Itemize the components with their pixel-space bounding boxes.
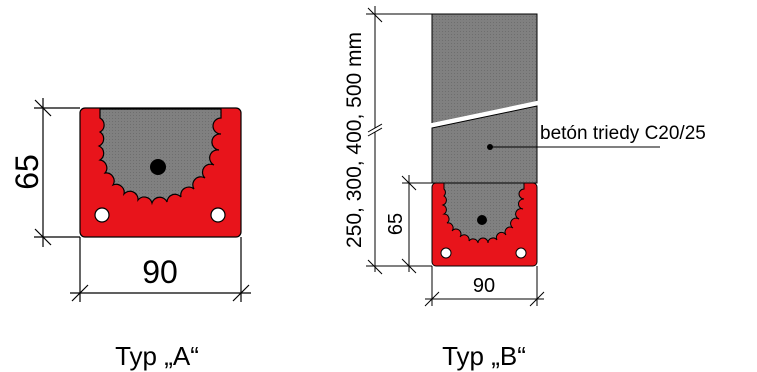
type-b-break-line (424, 99, 545, 128)
type-b-width-label: 90 (473, 275, 495, 297)
type-b-width-dimension (424, 266, 545, 307)
type-a-right-hole (210, 207, 226, 223)
type-b-total-height-dimension (366, 6, 432, 275)
type-b-concrete-label: betón triedy C20/25 (540, 123, 706, 144)
type-a-caption: Typ „A“ (115, 341, 199, 371)
type-a-width-label: 90 (142, 254, 178, 290)
type-a-width-dimension (70, 237, 251, 302)
type-a-drawing: 65 90 Typ „A“ (9, 98, 251, 371)
type-a-center-rebar (150, 159, 166, 175)
type-b-height-dimension (401, 175, 432, 274)
type-b-drawing: 250, 300, 400, 500 mm 65 90 betón triedy… (343, 6, 706, 371)
type-b-center-rebar (477, 215, 487, 225)
type-a-concrete-core (97, 108, 222, 206)
type-b-concrete-core (441, 182, 525, 244)
type-b-total-height-label: 250, 300, 400, 500 mm (343, 32, 366, 248)
type-b-caption: Typ „B“ (442, 341, 526, 371)
type-a-left-hole (94, 207, 110, 223)
type-b-right-hole (515, 247, 527, 259)
type-b-concrete-column (431, 13, 538, 125)
type-b-height-label: 65 (385, 213, 407, 235)
type-a-height-label: 65 (9, 154, 45, 190)
type-a-height-dimension (34, 98, 80, 247)
type-b-concrete-column-lower (431, 105, 538, 184)
type-b-left-hole (440, 247, 452, 259)
